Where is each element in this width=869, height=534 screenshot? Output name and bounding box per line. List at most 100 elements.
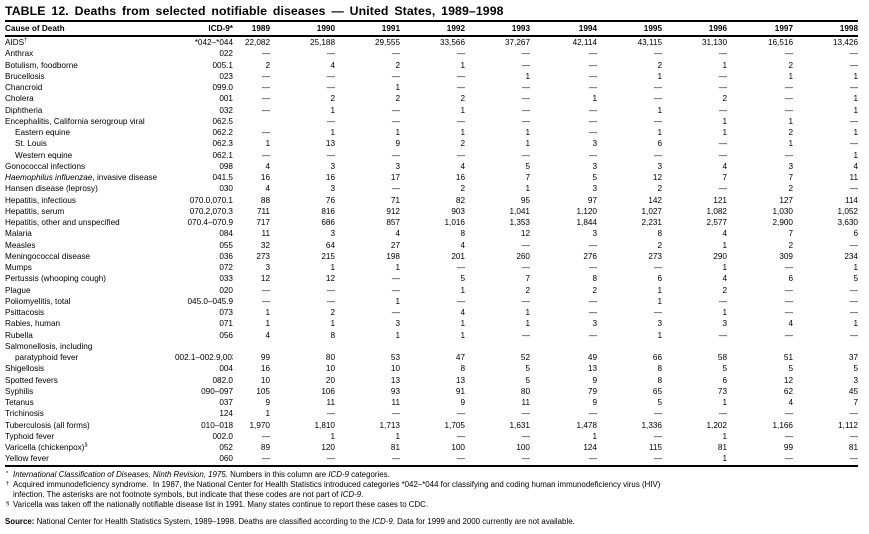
value-cell: 1 — [265, 319, 270, 329]
value-cell: 88 — [260, 195, 270, 205]
value-cell: 65 — [652, 386, 662, 396]
cause-cell: Varicella (chickenpox)§ — [5, 442, 88, 452]
value-cell: 1 — [265, 409, 270, 419]
value-cell: 1,030 — [772, 206, 794, 216]
value-cell: 1 — [657, 71, 662, 81]
cause-cell: Haemophilus influenzae, invasive disease — [5, 173, 158, 182]
page-title: TABLE 12. Deaths from selected notifiabl… — [5, 3, 858, 22]
cause-cell: paratyphoid fever — [15, 353, 79, 362]
value-cell: 12 — [520, 229, 530, 239]
table-row: Poliomyelitis, total 045.0–045.9 — — 1 — — — 1 — —… — [5, 296, 858, 307]
value-cell: — — [456, 296, 465, 306]
value-cell: 58 — [717, 353, 727, 362]
value-cell: — — [784, 94, 793, 104]
table-row: Brucellosis 023 — — — — 1 — 1 — 1 1 — [5, 71, 858, 82]
value-cell: — — [391, 184, 400, 194]
value-cell: 80 — [325, 353, 335, 362]
value-cell: 8 — [657, 229, 662, 239]
value-cell: 2 — [395, 60, 400, 70]
value-cell: — — [456, 71, 465, 81]
value-cell: 912 — [386, 206, 400, 216]
icd-code-cell: 060 — [219, 454, 233, 464]
cause-cell: Malaria — [5, 229, 32, 239]
value-cell: — — [718, 330, 727, 340]
value-cell: — — [588, 308, 597, 317]
icd-code-cell: 004 — [219, 364, 233, 374]
value-cell: — — [849, 285, 858, 295]
value-cell: 3 — [722, 319, 727, 329]
value-cell: — — [521, 49, 530, 59]
table-row: Syphilis 090–097 105 106 93 91 80 79 65 73 62 45 — [5, 386, 858, 397]
value-cell: — — [784, 263, 793, 272]
value-cell: — — [456, 49, 465, 59]
value-cell — [400, 341, 465, 352]
value-cell: — — [391, 71, 400, 81]
value-cell: 1,810 — [314, 420, 336, 430]
value-cell: 115 — [648, 443, 662, 452]
value-cell: 215 — [321, 251, 335, 261]
value-cell: — — [653, 308, 662, 317]
icd-code-cell: 084 — [219, 229, 233, 239]
value-cell: 1 — [722, 263, 727, 272]
value-cell: 25,188 — [309, 38, 335, 47]
icd-code-cell: 073 — [219, 308, 233, 317]
value-cell: 2 — [395, 94, 400, 104]
value-cell: 1 — [722, 454, 727, 464]
value-cell: — — [653, 49, 662, 59]
value-cell: 7 — [853, 398, 858, 407]
value-cell: 1 — [853, 128, 858, 137]
value-cell: 1 — [657, 105, 662, 115]
value-cell: 27 — [390, 240, 400, 250]
value-cell: 2 — [657, 184, 662, 194]
value-cell: — — [849, 240, 858, 250]
value-cell: 1 — [657, 285, 662, 295]
value-cell: 9 — [592, 375, 597, 385]
icd-code-cell: 002.0 — [212, 431, 234, 441]
value-cell: 1 — [395, 431, 400, 441]
cause-cell: Hepatitis, other and unspecified — [5, 218, 120, 227]
cause-cell: Cholera — [5, 94, 34, 104]
value-cell: 9 — [592, 398, 597, 407]
cause-cell: Syphilis — [5, 386, 34, 396]
cause-cell: St. Louis — [15, 139, 47, 149]
value-cell: 1 — [592, 94, 597, 104]
footnote-marker: † — [6, 480, 10, 487]
value-cell: 3 — [592, 139, 597, 149]
value-cell: — — [849, 116, 858, 126]
value-cell: 47 — [455, 353, 465, 362]
table-row: Rabies, human 071 1 1 3 1 1 3 3 3 4 1 — [5, 318, 858, 329]
value-cell: — — [521, 454, 530, 464]
table-row: Diphtheria 032 — 1 — 1 — — 1 — — 1 — [5, 105, 858, 116]
value-cell — [662, 341, 727, 352]
table-row: Chancroid 099.0 — — 1 — — — — — — — — [5, 82, 858, 93]
value-cell: 1 — [722, 116, 727, 126]
icd-code-cell: 010–018 — [201, 420, 233, 430]
value-cell: 5 — [853, 364, 858, 374]
value-cell: — — [653, 94, 662, 104]
value-cell: — — [261, 296, 270, 306]
icd-code-cell: 022 — [219, 49, 233, 59]
table-row: Cholera 001 — 2 2 2 — 1 — 2 — 1 — [5, 93, 858, 104]
icd-code-cell: 030 — [219, 184, 233, 194]
value-cell: — — [718, 83, 727, 92]
icd-code-cell: 072 — [219, 263, 233, 272]
value-cell: — — [326, 409, 335, 419]
cause-cell: Shigellosis — [5, 364, 45, 374]
value-cell: — — [521, 431, 530, 441]
cause-cell: AIDS† — [5, 37, 28, 47]
value-cell: 91 — [455, 386, 465, 396]
icd-code-cell: 070.4–070.9 — [187, 218, 233, 227]
value-cell: — — [326, 150, 335, 160]
value-cell: 1 — [853, 71, 858, 81]
col-header: 1992 — [400, 22, 465, 37]
value-cell: 5 — [722, 364, 727, 374]
value-cell: — — [391, 105, 400, 115]
value-cell: 6 — [788, 274, 793, 284]
value-cell: 9 — [460, 398, 465, 407]
icd-code-cell: 033 — [219, 274, 233, 284]
value-cell: 6 — [853, 229, 858, 239]
value-cell: — — [588, 296, 597, 306]
col-header: 1995 — [597, 22, 662, 37]
col-header: 1994 — [530, 22, 597, 37]
